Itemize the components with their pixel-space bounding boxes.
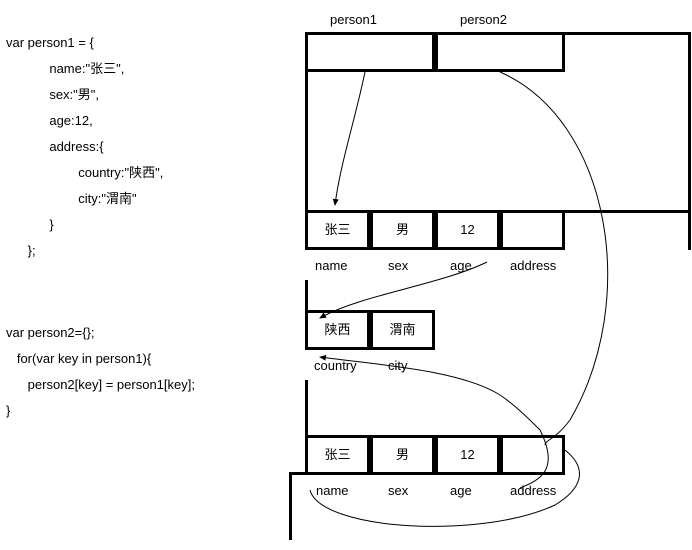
top-ext-line bbox=[565, 32, 691, 35]
row1-ext-line bbox=[565, 210, 691, 213]
row3-cell-address bbox=[500, 435, 565, 475]
right-vline-top bbox=[688, 32, 691, 250]
row2-label-city: city bbox=[388, 358, 408, 373]
row3-cell-sex: 男 bbox=[370, 435, 435, 475]
row3-cell-name: 张三 bbox=[305, 435, 370, 475]
row2-label-country: country bbox=[314, 358, 357, 373]
row3-label-age: age bbox=[450, 483, 472, 498]
row1-label-name: name bbox=[315, 258, 348, 273]
left-vline-mid bbox=[305, 72, 308, 210]
left-vline-mid3 bbox=[305, 380, 308, 435]
row1-cell-address bbox=[500, 210, 565, 250]
row1-cell-name: 张三 bbox=[305, 210, 370, 250]
row2-cell-country: 陕西 bbox=[305, 310, 370, 350]
row3-label-address: address bbox=[510, 483, 556, 498]
label-person1: person1 bbox=[330, 12, 377, 27]
code-person2: var person2={}; for(var key in person1){… bbox=[6, 320, 195, 424]
row2-cell-city: 渭南 bbox=[370, 310, 435, 350]
row3-label-name: name bbox=[316, 483, 349, 498]
left-vline-bottom bbox=[289, 472, 292, 540]
row1-label-address: address bbox=[510, 258, 556, 273]
row1-label-sex: sex bbox=[388, 258, 408, 273]
code-person1: var person1 = { name:"张三", sex:"男", age:… bbox=[6, 30, 163, 264]
left-vline-mid2 bbox=[305, 280, 308, 310]
row1-cell-sex: 男 bbox=[370, 210, 435, 250]
top-cell-person1 bbox=[305, 32, 435, 72]
row1-cell-age: 12 bbox=[435, 210, 500, 250]
row3-label-sex: sex bbox=[388, 483, 408, 498]
row3-cell-age: 12 bbox=[435, 435, 500, 475]
row1-label-age: age bbox=[450, 258, 472, 273]
label-person2: person2 bbox=[460, 12, 507, 27]
top-cell-person2 bbox=[435, 32, 565, 72]
